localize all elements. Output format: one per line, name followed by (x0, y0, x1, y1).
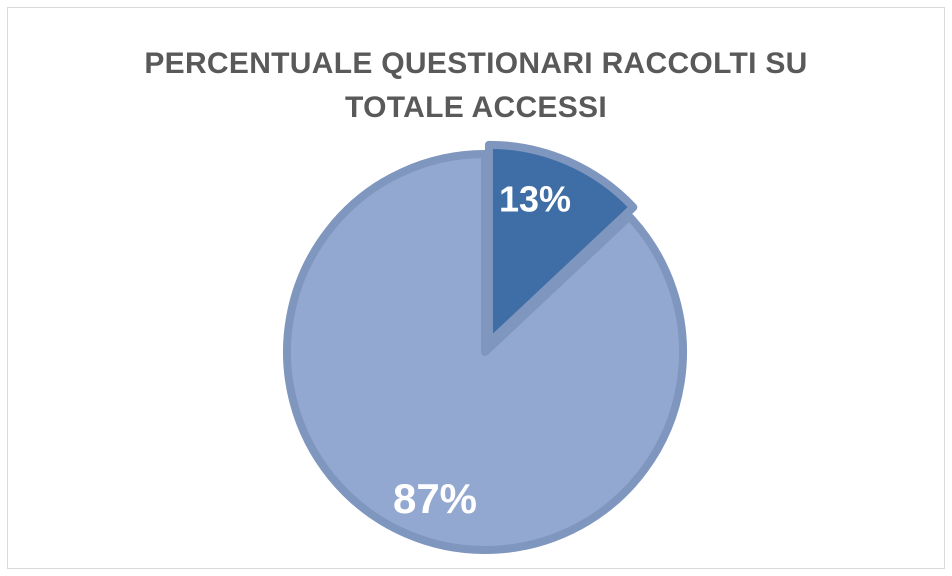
pie-slice-1 (484, 140, 638, 347)
chart-title-line-2: TOTALE ACCESSI (345, 91, 607, 124)
pie-slice-label-1: 13% (499, 179, 571, 220)
pie-slice-2 (283, 150, 687, 554)
pie-slice-label-2: 87% (393, 475, 477, 522)
chart-title-line-1: PERCENTUALE QUESTIONARI RACCOLTI SU (144, 47, 808, 80)
chart-title: PERCENTUALE QUESTIONARI RACCOLTI SU TOTA… (8, 42, 944, 130)
